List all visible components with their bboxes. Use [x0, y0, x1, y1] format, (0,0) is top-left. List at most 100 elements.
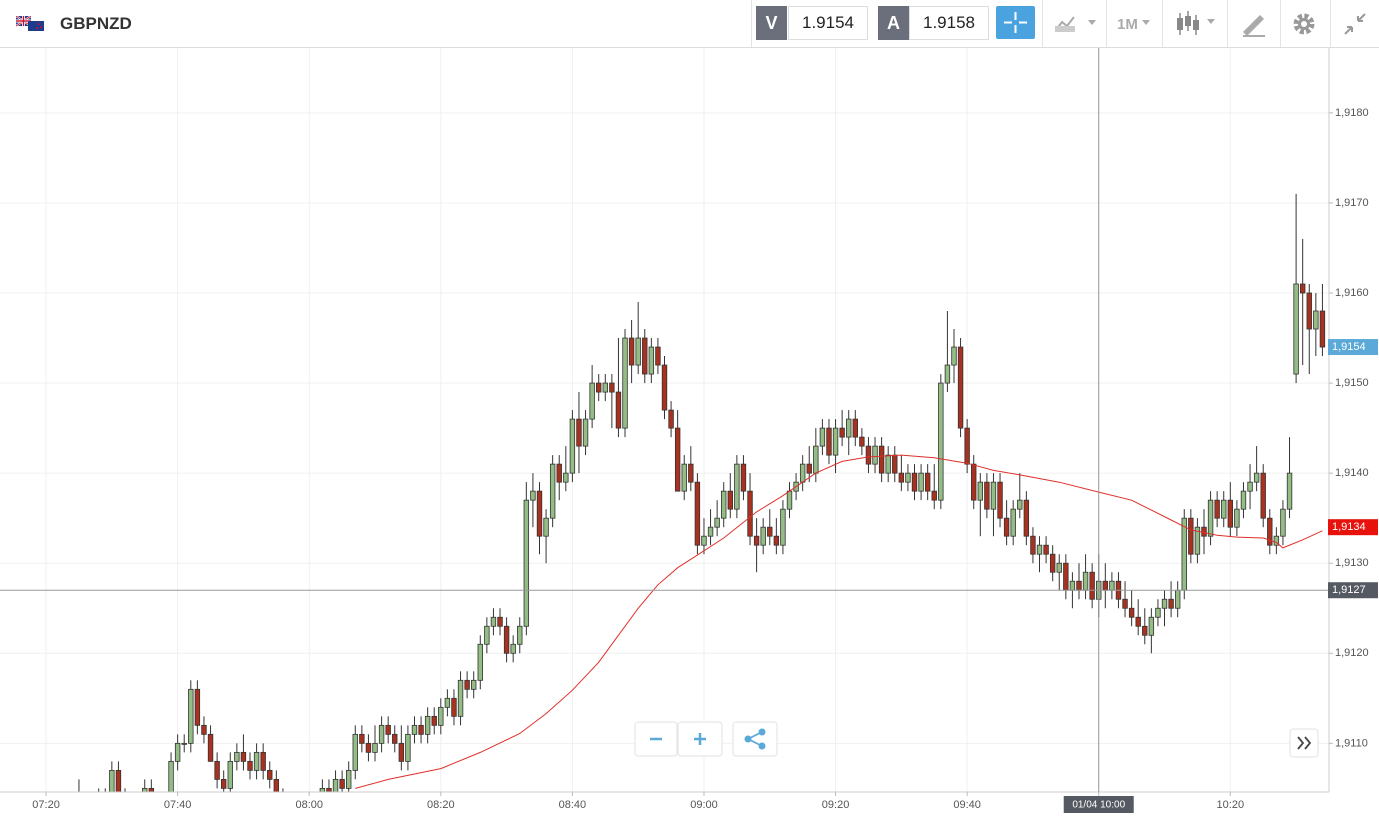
candle-body [174, 742, 181, 762]
candle-body [569, 418, 576, 474]
candle-body [1194, 526, 1201, 555]
candle-body [924, 472, 931, 492]
candle-body [688, 463, 694, 483]
candle-body [411, 724, 418, 735]
candle-body [201, 724, 207, 735]
candle-body [602, 382, 608, 393]
share-button[interactable] [732, 721, 778, 757]
candle-style-button[interactable] [1174, 10, 1220, 38]
candle-body [1043, 544, 1049, 555]
candle-body [668, 409, 674, 429]
candle-body [642, 337, 648, 375]
x-tick-label: 07:40 [164, 799, 192, 811]
candle-body [786, 490, 793, 510]
candle-body [188, 688, 194, 744]
buy-price[interactable]: 1.9158 [909, 6, 989, 40]
candle-body [1319, 310, 1326, 348]
chart: 1,9110 1,9120 1,9130 1,9140 1,9150 1,9160 1,91… [0, 48, 1378, 815]
candle-body [707, 526, 714, 537]
candle-body [931, 490, 937, 501]
y-tick-label: 1,9150 [1335, 377, 1369, 389]
candle-body [1181, 517, 1187, 591]
candle-body [1247, 481, 1253, 492]
candle-body [1142, 625, 1148, 636]
chart-type-button[interactable] [1052, 12, 1098, 36]
candle-body [90, 806, 95, 815]
x-tick-label: 09:00 [690, 799, 718, 811]
candle-body [345, 769, 352, 789]
candle-body [1286, 472, 1293, 510]
candle-body [997, 481, 1003, 519]
price-tag-label: 1,9154 [1332, 341, 1366, 353]
candle-body [918, 472, 924, 492]
candle-body [359, 733, 365, 744]
x-tick-label: 08:20 [427, 799, 455, 811]
candle-body [1227, 499, 1234, 528]
candle-body [444, 697, 451, 708]
candle-body [674, 427, 681, 492]
candle-body [655, 346, 661, 366]
plot-area [77, 193, 1326, 815]
y-tick-label: 1,9110 [1335, 737, 1368, 749]
candle-body [1253, 472, 1260, 483]
candle-body [136, 806, 141, 815]
candle-body [1135, 616, 1141, 627]
sell-price[interactable]: 1.9154 [788, 6, 868, 40]
candle-body [77, 797, 82, 806]
candle-body [773, 535, 780, 546]
price-tag [1328, 519, 1378, 536]
candle-body [734, 463, 740, 510]
candle-body [438, 706, 444, 726]
candle-body [129, 806, 134, 815]
candle-body [352, 733, 358, 771]
candle-body [405, 733, 411, 762]
candle-body [582, 418, 589, 447]
price-tag-label: 1,9127 [1332, 584, 1366, 596]
candle-body [826, 427, 832, 456]
candle-body [1260, 472, 1266, 519]
candle-body [661, 364, 668, 411]
drawing-button[interactable] [1240, 10, 1268, 38]
candle-body [1063, 562, 1069, 591]
candle-body [214, 760, 220, 780]
candle-body [563, 472, 569, 483]
candle-body [1240, 490, 1247, 510]
collapse-button[interactable] [1342, 11, 1368, 37]
candle-body [694, 481, 701, 546]
candle-body [142, 787, 148, 792]
buy-label[interactable]: A [878, 6, 909, 40]
candle-body [123, 797, 128, 815]
symbol: GBPNZD [60, 14, 132, 33]
candle-body [944, 364, 951, 384]
grid [0, 48, 1329, 792]
candle-body [878, 445, 885, 474]
candle-body [1207, 499, 1214, 537]
price-tag [1328, 582, 1378, 599]
candle-body [885, 454, 891, 474]
candle-body [457, 679, 464, 717]
candle-body [168, 760, 174, 792]
candle-body [156, 806, 161, 815]
y-tick-label: 1,9130 [1335, 557, 1369, 569]
time-tag-label: 01/04 10:00 [1072, 800, 1125, 811]
candle-body [1049, 553, 1056, 573]
candle-body [234, 751, 240, 762]
candle-body [1102, 580, 1109, 591]
timeframe[interactable]: 1M [1117, 16, 1138, 33]
candle-body [911, 472, 918, 492]
crosshair-button[interactable] [996, 6, 1035, 39]
candle-body [701, 535, 707, 546]
candle-body [832, 427, 839, 456]
candle-body [319, 787, 326, 792]
settings-button[interactable] [1291, 11, 1317, 37]
scroll-right-icon [1297, 736, 1312, 750]
candle-body [431, 715, 437, 726]
candle-body [628, 337, 635, 366]
sell-label[interactable]: V [756, 6, 787, 40]
y-tick-label: 1,9170 [1335, 197, 1369, 209]
candle-body [1082, 571, 1089, 591]
candle-body [260, 751, 266, 771]
candle-body [240, 751, 247, 762]
candle-body [510, 643, 516, 654]
